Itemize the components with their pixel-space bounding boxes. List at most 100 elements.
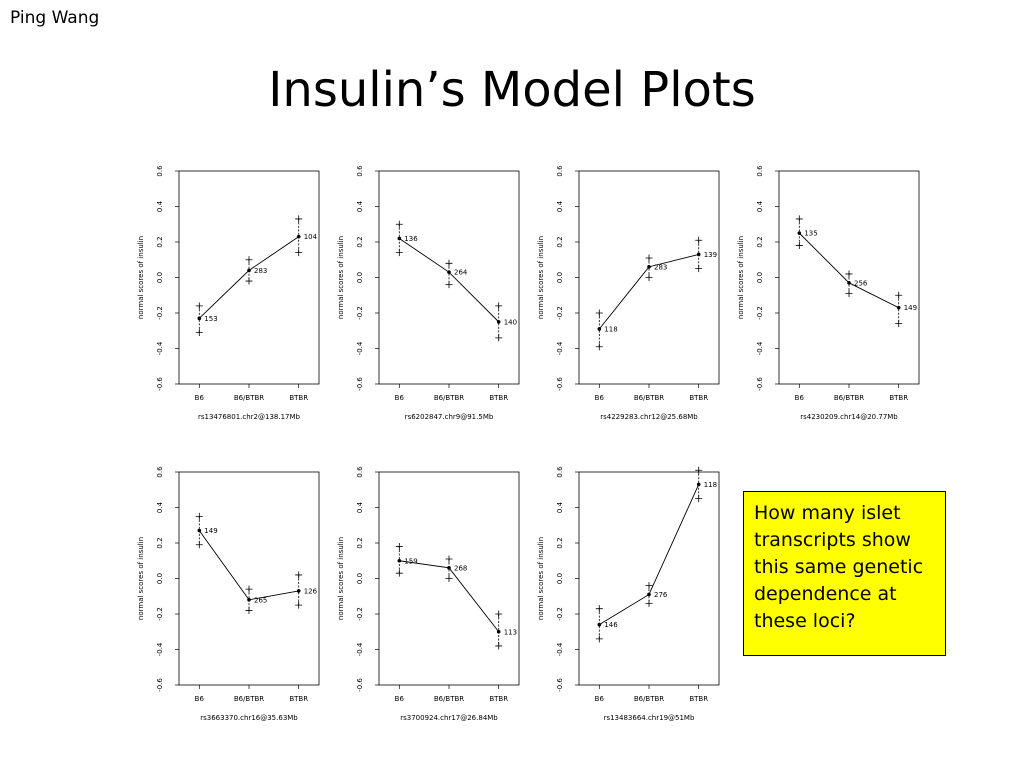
y-tick-label: 0.0 <box>356 272 364 283</box>
x-axis-label: rs3663370.chr16@35.63Mb <box>200 714 298 722</box>
x-tick-label: B6/BTBR <box>634 695 664 703</box>
count-label: 140 <box>504 318 517 326</box>
count-label: 283 <box>254 267 267 275</box>
count-label: 276 <box>654 591 668 599</box>
lower-bound-marker <box>645 599 653 607</box>
lower-bound-marker <box>195 541 203 549</box>
upper-bound-marker <box>645 582 653 590</box>
x-tick-label: B6/BTBR <box>634 394 664 402</box>
upper-bound-marker <box>845 270 853 278</box>
data-point <box>296 589 301 593</box>
count-label: 256 <box>854 279 868 287</box>
y-tick-label: 0.4 <box>556 200 564 212</box>
y-tick-label: 0.4 <box>556 501 564 513</box>
lower-bound-marker <box>245 606 253 614</box>
data-point <box>696 252 701 257</box>
upper-bound-marker <box>795 215 803 223</box>
x-tick-label: B6 <box>195 695 205 703</box>
lower-bound-marker <box>895 320 903 328</box>
y-tick-label: -0.4 <box>556 642 564 656</box>
upper-bound-marker <box>395 220 403 228</box>
upper-bound-marker <box>895 291 903 299</box>
plot-2: -0.6 -0.4 -0.2 0.0 0.2 0.4 0.6 normal scores of… <box>337 162 528 432</box>
upper-bound-marker <box>195 302 203 310</box>
y-tick-label: -0.6 <box>556 678 564 692</box>
data-point <box>397 236 402 241</box>
count-label: 283 <box>654 263 667 271</box>
upper-bound-marker <box>245 256 253 264</box>
upper-bound-marker <box>595 309 603 317</box>
lower-bound-marker <box>645 274 653 281</box>
x-tick-label: B6/BTBR <box>234 695 264 703</box>
y-tick-label: 0.6 <box>556 165 564 177</box>
upper-bound-marker <box>695 236 703 244</box>
y-tick-label: -0.6 <box>556 377 564 391</box>
data-point <box>597 327 602 331</box>
lower-bound-marker <box>445 281 453 289</box>
plot-svg: -0.6 -0.4 -0.2 0.0 0.2 0.4 0.6 normal scores of… <box>737 165 920 421</box>
upper-bound-marker <box>445 555 453 563</box>
y-tick-label: -0.6 <box>156 377 164 391</box>
data-point <box>496 320 501 324</box>
lower-bound-marker <box>845 289 853 297</box>
y-axis-label: normal scores of insulin <box>337 236 345 319</box>
count-label: 264 <box>454 269 468 277</box>
y-tick-label: 0.4 <box>756 200 764 212</box>
count-label: 118 <box>704 481 717 489</box>
plot-svg: -0.6 -0.4 -0.2 0.0 0.2 0.4 0.6 normal scores of… <box>137 466 320 722</box>
x-tick-label: B6/BTBR <box>834 394 864 402</box>
y-tick-label: -0.4 <box>756 341 764 355</box>
x-tick-label: B6 <box>395 394 405 402</box>
y-tick-label: -0.2 <box>356 607 364 621</box>
plot-frame <box>178 471 320 686</box>
count-label: 118 <box>604 325 617 333</box>
lower-bound-marker <box>445 575 453 582</box>
y-tick-label: 0.0 <box>156 272 164 283</box>
upper-bound-marker <box>245 585 253 593</box>
lower-bound-marker <box>695 495 703 503</box>
lower-bound-marker <box>395 249 403 257</box>
y-tick-label: -0.6 <box>156 678 164 692</box>
count-label: 153 <box>204 315 217 323</box>
count-label: 149 <box>904 304 917 312</box>
series-line <box>399 238 500 323</box>
y-tick-label: -0.6 <box>756 377 764 391</box>
data-point <box>447 566 451 570</box>
data-point <box>896 305 901 310</box>
data-point <box>797 231 802 235</box>
plot-svg: -0.6 -0.4 -0.2 0.0 0.2 0.4 0.6 normal scores of… <box>537 466 720 722</box>
lower-bound-marker <box>595 343 603 351</box>
upper-bound-marker <box>395 543 403 551</box>
count-label: 159 <box>404 557 417 565</box>
plot-svg: -0.6 -0.4 -0.2 0.0 0.2 0.4 0.6 normal scores of… <box>137 165 320 421</box>
lower-bound-marker <box>795 242 803 250</box>
y-tick-label: -0.4 <box>156 341 164 355</box>
y-tick-label: 0.2 <box>556 236 564 247</box>
x-tick-label: BTBR <box>489 695 508 703</box>
plot-3: -0.6 -0.4 -0.2 0.0 0.2 0.4 0.6 normal scores of… <box>537 162 728 432</box>
count-label: 136 <box>404 235 418 243</box>
plot-7: -0.6 -0.4 -0.2 0.0 0.2 0.4 0.6 normal scores of… <box>537 463 728 733</box>
x-tick-label: B6 <box>395 695 405 703</box>
data-point <box>197 316 202 321</box>
data-point <box>647 592 651 597</box>
y-tick-label: 0.2 <box>756 236 764 247</box>
data-point <box>447 270 451 274</box>
upper-bound-marker <box>495 610 503 618</box>
count-label: 135 <box>804 230 817 238</box>
data-point <box>696 482 701 487</box>
x-axis-label: rs13476801.chr2@138.17Mb <box>198 413 301 421</box>
count-label: 104 <box>304 233 318 241</box>
lower-bound-marker <box>495 334 503 342</box>
count-label: 265 <box>254 596 267 604</box>
y-tick-label: 0.4 <box>156 501 164 513</box>
x-axis-label: rs4230209.chr14@20.77Mb <box>800 413 898 421</box>
upper-bound-marker <box>195 512 203 520</box>
y-tick-label: 0.6 <box>756 165 764 177</box>
y-tick-label: 0.6 <box>356 165 364 177</box>
x-axis-label: rs4229283.chr12@25.68Mb <box>600 413 698 421</box>
x-tick-label: B6 <box>795 394 805 402</box>
x-tick-label: BTBR <box>689 695 708 703</box>
y-axis-label: normal scores of insulin <box>737 236 745 319</box>
y-tick-label: -0.4 <box>556 341 564 355</box>
